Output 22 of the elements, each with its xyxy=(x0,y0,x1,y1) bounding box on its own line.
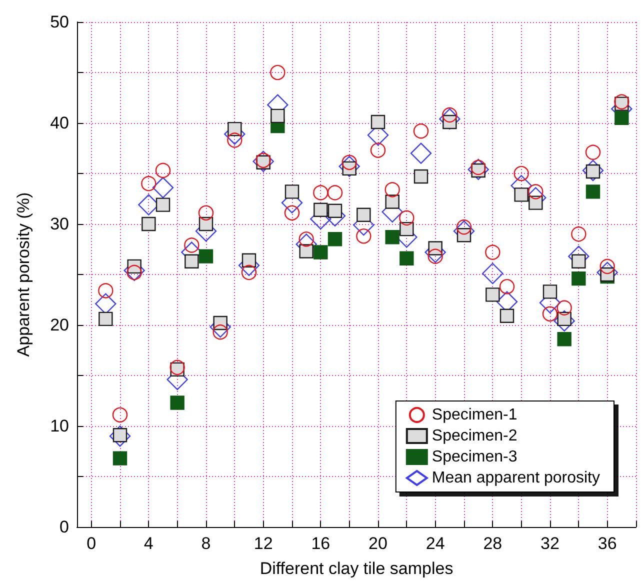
x-tick-label: 8 xyxy=(201,534,211,553)
legend-label: Specimen-3 xyxy=(432,448,518,466)
y-tick-label: 40 xyxy=(50,114,69,132)
y-tick-label: 30 xyxy=(50,214,69,234)
legend-label: Mean apparent porosity xyxy=(432,470,600,486)
x-tick-label: 16 xyxy=(311,534,330,553)
y-tick-label: 50 xyxy=(50,12,69,32)
x-tick-label: 0 xyxy=(86,534,96,553)
x-tick-label: 4 xyxy=(144,534,154,553)
x-tick-label: 32 xyxy=(540,534,560,553)
x-tick-label: 36 xyxy=(598,534,617,553)
x-axis-title: Different clay tile samples xyxy=(260,559,454,578)
legend-label: Specimen-1 xyxy=(432,406,518,424)
x-tick-label: 24 xyxy=(426,534,445,553)
x-tick-label: 28 xyxy=(483,534,502,553)
x-tick-label: 12 xyxy=(254,534,273,553)
x-tick-label: 20 xyxy=(368,534,388,553)
y-tick-label: 20 xyxy=(50,316,69,334)
y-axis-title: Apparent porosity (%) xyxy=(14,192,33,357)
legend-label: Specimen-2 xyxy=(432,428,518,444)
y-tick-label: 10 xyxy=(50,416,69,436)
y-tick-label: 0 xyxy=(60,518,69,536)
